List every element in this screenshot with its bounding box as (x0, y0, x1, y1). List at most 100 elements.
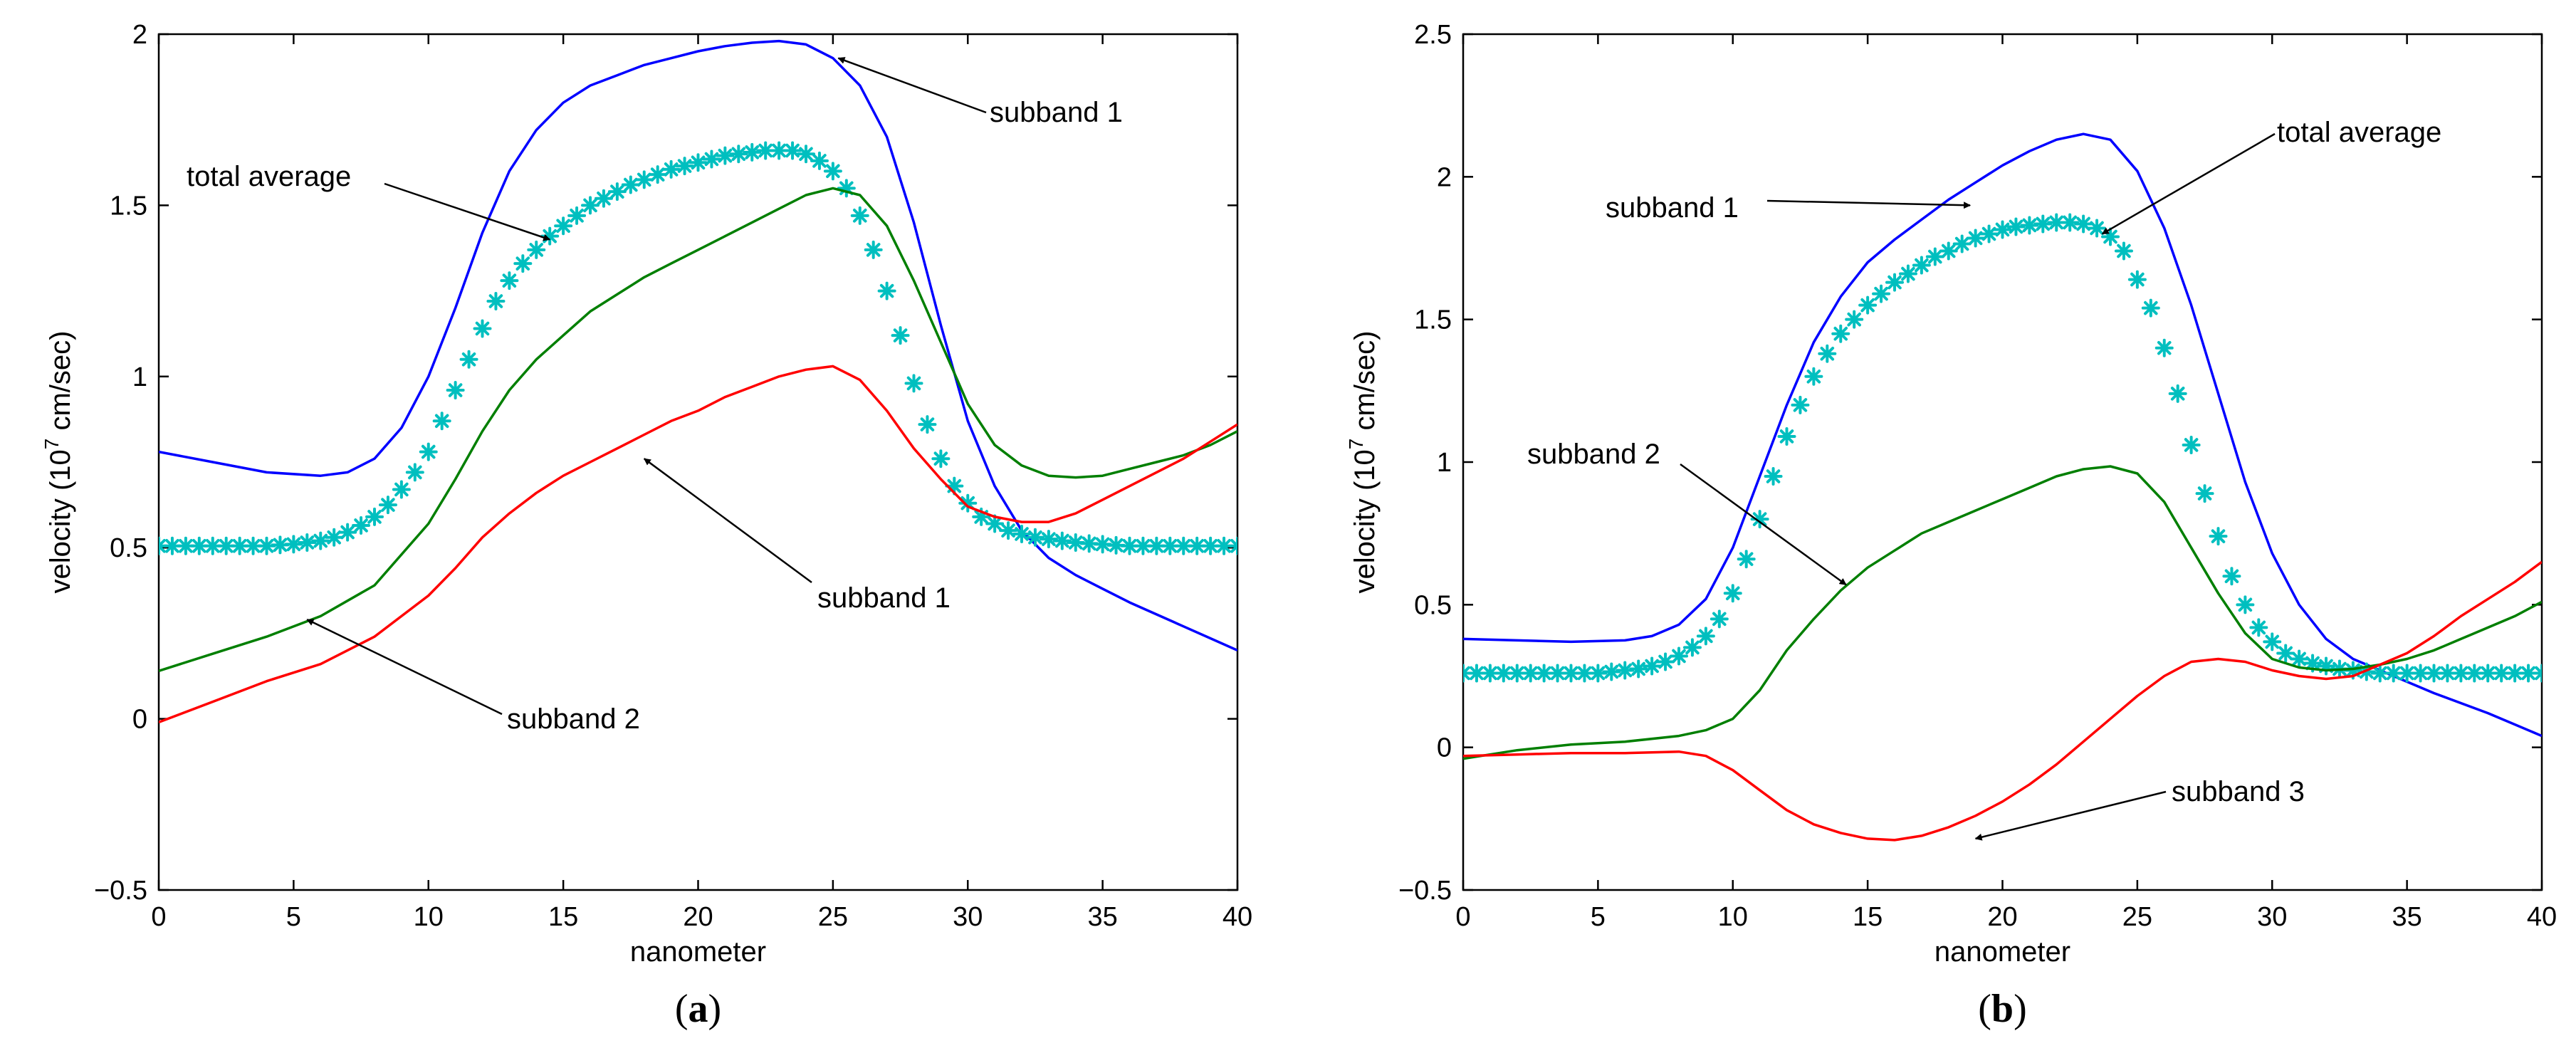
series-marker (2384, 664, 2403, 683)
series-marker (486, 292, 506, 311)
y-tick-label: 2 (1437, 162, 1452, 192)
annotation-label: total average (187, 161, 351, 192)
series-marker (1174, 536, 1193, 555)
series-marker (419, 442, 438, 461)
series-marker (797, 145, 815, 164)
series-marker (999, 521, 1018, 540)
panel-label: (a) (675, 987, 721, 1031)
series-marker (378, 496, 397, 515)
series-marker (2195, 484, 2214, 503)
x-axis-label: nanometer (1934, 936, 2070, 968)
annotation-label: subband 1 (990, 97, 1123, 128)
y-tick-label: −0.5 (1398, 876, 1452, 906)
annotation-arrow (1974, 790, 2167, 841)
series-marker (2141, 298, 2160, 318)
series-marker (1777, 426, 1796, 446)
series-marker (230, 536, 249, 555)
series-marker (2465, 664, 2484, 683)
series-marker (688, 153, 708, 172)
series-line-3 (159, 365, 1237, 724)
series-marker (1764, 467, 1783, 486)
series-marker (473, 319, 492, 338)
series-marker (311, 531, 330, 550)
series-marker (1831, 324, 1850, 343)
series-marker (2127, 270, 2147, 289)
series-marker (513, 254, 533, 273)
x-tick-label: 0 (151, 902, 166, 932)
series-marker (850, 206, 869, 225)
y-axis-label-exponent: 7 (41, 439, 63, 450)
panel-label-open: ( (675, 987, 688, 1031)
series-marker (1629, 659, 1648, 679)
series-marker (392, 480, 411, 499)
series-marker (338, 523, 357, 542)
x-tick-label: 15 (548, 902, 578, 932)
series-marker (1012, 524, 1031, 543)
annotation-label: subband 2 (1527, 439, 1660, 470)
series-marker (743, 142, 762, 162)
series-marker (1147, 536, 1166, 555)
x-tick-label: 10 (414, 902, 444, 932)
series-marker (446, 381, 465, 400)
annotation-arrow (1680, 463, 1847, 586)
series-marker (2249, 618, 2268, 637)
series-marker (904, 374, 923, 393)
series-marker (1643, 656, 1662, 676)
series-marker (1966, 229, 1985, 248)
series-marker (1670, 646, 1688, 666)
x-tick-label: 40 (1222, 902, 1252, 932)
y-tick-label: 1 (1437, 448, 1452, 478)
series-marker (1575, 664, 1594, 683)
series-line-0 (1463, 132, 2542, 738)
series-marker (1039, 530, 1058, 549)
series-line-2 (1463, 465, 2542, 760)
series-marker (2020, 216, 2039, 235)
series-marker (1133, 536, 1153, 555)
series-marker (1025, 528, 1044, 547)
x-axis-label: nanometer (630, 936, 766, 968)
x-tick-label: 40 (2527, 902, 2557, 932)
series-marker (702, 150, 721, 169)
series-marker (1979, 224, 1999, 244)
series-line-0 (159, 39, 1237, 651)
series-marker (298, 533, 317, 552)
series-marker (2168, 384, 2187, 403)
series-marker (2236, 595, 2255, 614)
y-tick-label: 1.5 (1414, 305, 1452, 335)
series-marker (1079, 534, 1099, 553)
series-marker (661, 159, 681, 179)
series-marker (891, 326, 910, 345)
x-tick-label: 30 (953, 902, 983, 932)
series-marker (1912, 256, 1931, 275)
series-marker (864, 240, 883, 259)
panel-label-close: ) (2014, 987, 2027, 1031)
series-marker (284, 535, 303, 554)
series-marker (2074, 214, 2093, 234)
series-marker (325, 528, 344, 547)
annotation-arrow (837, 57, 987, 114)
series-marker (877, 281, 896, 300)
x-tick-label: 20 (1987, 902, 2017, 932)
annotation-label: subband 1 (1606, 192, 1739, 224)
series-marker (2154, 338, 2174, 357)
series-marker (1791, 395, 1810, 414)
x-tick-label: 35 (1087, 902, 1117, 932)
y-axis-label-exponent: 7 (1345, 439, 1367, 450)
panel-b-chart: 0 5 10 15 20 25 30 35 40−0.500.511.522.5nanomete… (1345, 20, 2557, 1031)
series-marker (2182, 435, 2201, 454)
series-marker (2061, 213, 2080, 232)
series-marker (1696, 627, 1715, 646)
series-marker (607, 182, 627, 201)
series-marker (1872, 284, 1891, 303)
y-axis-label-unit: cm/sec) (1349, 330, 1381, 438)
series-marker (1818, 344, 1837, 363)
x-tick-label: 5 (1591, 902, 1606, 932)
series-marker (1750, 510, 1769, 529)
series-line-2 (159, 187, 1237, 672)
annotation-arrow (306, 619, 503, 716)
panel-label-close: ) (708, 987, 722, 1031)
series-marker (634, 170, 654, 189)
series-marker (540, 226, 560, 246)
series-marker (2006, 217, 2026, 236)
